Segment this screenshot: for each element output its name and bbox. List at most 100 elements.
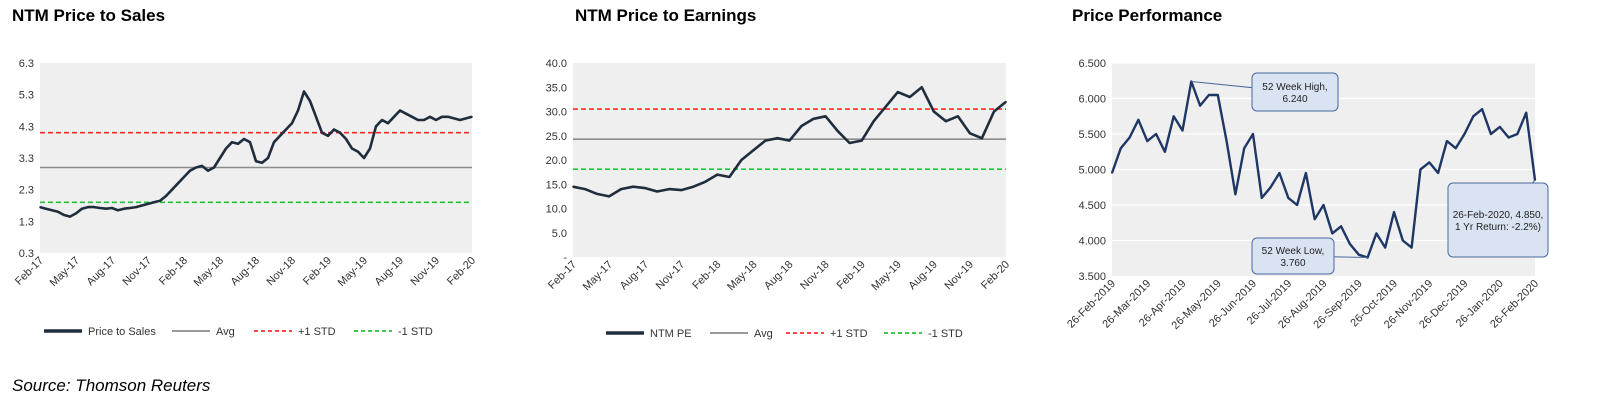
ps-data-point [429,116,431,118]
pe-data-point [764,139,767,142]
ps-data-point [291,122,293,124]
perf-data-point [1287,197,1290,199]
pe-data-point [620,188,622,190]
pe-data-point [752,149,755,152]
pe-data-point [908,96,911,98]
pe-data-point [957,115,959,118]
ps-data-point [51,209,53,212]
ps-data-point [135,206,137,208]
ps-data-point [333,128,335,131]
perf-data-point [1498,126,1501,128]
ps-data-point [75,212,77,215]
ps-data-point [345,138,347,140]
perf-chart: 3.500 4.000 4.500 5.000 5.500 6.000 6.500 26-Fe… [1065,58,1549,332]
ps-data-point [99,207,101,209]
perf-data-point [1463,133,1466,135]
callout-latest-return-text: 26-Feb-2020, 4.850, [1453,210,1544,221]
perf-data-point [1340,225,1342,228]
pe-y-tick-label: 35.0 [546,82,567,94]
ps-data-point [279,135,281,137]
ps-data-point [315,116,317,118]
pe-data-point [728,176,731,178]
ps-data-point [339,131,341,134]
pe-data-point [933,110,935,113]
ps-data-point [261,161,263,164]
pe-data-point [896,91,899,93]
callout-52-week-high-text: 52 Week High, [1262,82,1327,93]
pe-data-point [945,120,947,122]
ps-data-point [159,199,161,202]
pe-data-point [824,115,827,118]
pe-y-tick-label: - [563,252,567,264]
ps-data-point [351,147,353,150]
ps-y-tick-label: 1.3 [19,216,34,228]
perf-data-point [1234,193,1237,196]
perf-data-point [1490,133,1492,135]
pe-y-tick-label: 25.0 [546,131,567,143]
pe-data-point [969,132,971,135]
pe-data-point [632,185,634,188]
pe-data-point [608,195,610,198]
perf-data-point [1208,94,1210,96]
ps-data-point [123,207,125,210]
pe-y-tick-label: 10.0 [546,204,567,216]
pe-data-point [740,159,743,161]
perf-data-point [1357,253,1360,256]
ps-data-point [375,125,377,128]
chart-title-ps: NTM Price to Sales [12,6,166,25]
ps-data-point [435,119,437,121]
chart-title-perf: Price Performance [1072,6,1223,25]
ps-data-point [207,169,209,172]
callout-52-week-high-box [1251,72,1339,112]
ps-legend-label: Avg [216,326,235,338]
ps-legend-label: +1 STD [298,326,336,338]
pe-data-point [981,137,983,139]
ps-data-point [381,119,383,121]
perf-data-point [1313,218,1316,220]
perf-y-tick-label: 5.000 [1078,165,1106,177]
callout-latest-return-text: 1 Yr Return: -2.2%) [1455,222,1541,233]
pe-data-point [668,188,671,190]
perf-data-point [1261,197,1263,199]
ps-y-tick-label: 0.3 [19,248,34,260]
perf-y-tick-label: 3.500 [1078,271,1106,283]
pe-y-tick-label: 40.0 [546,58,567,70]
ps-data-point [411,116,413,118]
perf-data-point [1199,104,1201,107]
ps-data-point [63,214,65,216]
ps-data-point [459,119,461,121]
pe-y-tick-label: 20.0 [546,155,567,167]
pe-y-tick-label: 15.0 [546,179,567,191]
ps-data-point [57,211,59,213]
ps-y-tick-label: 6.3 [19,58,34,70]
ps-data-point [225,147,227,150]
ps-data-point [165,195,167,197]
ps-y-tick-label: 2.3 [19,185,34,197]
ps-data-point [321,131,323,134]
pe-data-point [572,185,574,188]
ps-data-point [69,215,71,218]
pe-data-point [812,117,815,120]
pe-data-point [800,125,803,127]
ps-legend-label: -1 STD [398,326,433,338]
ps-data-point [117,209,119,212]
perf-y-tick-label: 6.000 [1078,94,1106,106]
perf-data-point [1481,108,1483,110]
pe-data-point [848,142,851,144]
chart-title-pe: NTM Price to Earnings [575,6,757,25]
pe-y-tick-label: 30.0 [546,107,567,119]
perf-data-point [1384,246,1386,249]
perf-data-point [1428,161,1431,164]
ps-data-point [255,160,257,162]
pe-data-point [704,181,707,183]
perf-data-point [1331,232,1334,235]
ps-data-point [231,141,233,143]
pe-y-tick-label: 5.0 [552,228,567,240]
ps-data-point [177,182,179,185]
ps-data-point [171,188,173,191]
perf-data-point [1516,133,1519,135]
perf-data-point [1419,168,1422,171]
perf-data-point [1437,172,1439,174]
ps-data-point [87,206,89,208]
